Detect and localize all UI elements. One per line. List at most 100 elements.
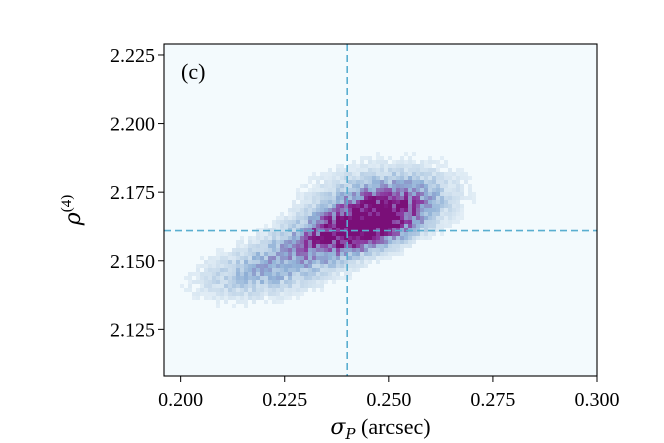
heatmap-cell bbox=[300, 244, 304, 248]
heatmap-cell bbox=[420, 188, 424, 192]
heatmap-cell bbox=[436, 200, 440, 204]
heatmap-cell bbox=[328, 248, 332, 252]
heatmap-cell bbox=[380, 176, 384, 180]
heatmap-cell bbox=[312, 244, 316, 248]
heatmap-cell bbox=[420, 232, 424, 236]
heatmap-cell bbox=[256, 236, 260, 240]
heatmap-cell bbox=[324, 220, 328, 224]
heatmap-cell bbox=[320, 240, 324, 244]
heatmap-cell bbox=[252, 268, 256, 272]
heatmap-cell bbox=[184, 288, 188, 292]
heatmap-cell bbox=[320, 212, 324, 216]
heatmap-cell bbox=[260, 240, 264, 244]
heatmap-cell bbox=[272, 252, 276, 256]
heatmap-cell bbox=[312, 208, 316, 212]
heatmap-cell bbox=[416, 180, 420, 184]
heatmap-cell bbox=[296, 256, 300, 260]
heatmap-cell bbox=[252, 272, 256, 276]
heatmap-cell bbox=[404, 180, 408, 184]
heatmap-cell bbox=[208, 276, 212, 280]
heatmap-cell bbox=[412, 152, 416, 156]
heatmap-cell bbox=[408, 208, 412, 212]
heatmap-cell bbox=[320, 188, 324, 192]
heatmap-cell bbox=[456, 208, 460, 212]
panel-label: (c) bbox=[181, 59, 205, 84]
heatmap-cell bbox=[216, 280, 220, 284]
heatmap-cell bbox=[376, 260, 380, 264]
heatmap-cell bbox=[284, 272, 288, 276]
heatmap-cell bbox=[368, 208, 372, 212]
heatmap-cell bbox=[448, 216, 452, 220]
heatmap-cell bbox=[380, 168, 384, 172]
heatmap-cell bbox=[416, 188, 420, 192]
heatmap-cell bbox=[440, 204, 444, 208]
heatmap-cell bbox=[336, 268, 340, 272]
heatmap-cell bbox=[312, 272, 316, 276]
heatmap-cell bbox=[400, 160, 404, 164]
heatmap-cell bbox=[340, 164, 344, 168]
heatmap-cell bbox=[312, 200, 316, 204]
heatmap-cell bbox=[304, 184, 308, 188]
heatmap-cell bbox=[312, 232, 316, 236]
heatmap-cell bbox=[424, 228, 428, 232]
heatmap-cell bbox=[276, 236, 280, 240]
heatmap-cell bbox=[332, 236, 336, 240]
heatmap-cell bbox=[332, 252, 336, 256]
heatmap-cell bbox=[276, 232, 280, 236]
heatmap-cell bbox=[308, 280, 312, 284]
heatmap-cell bbox=[356, 164, 360, 168]
heatmap-cell bbox=[236, 244, 240, 248]
heatmap-cell bbox=[344, 204, 348, 208]
heatmap-cell bbox=[364, 156, 368, 160]
y-tick-label: 2.225 bbox=[110, 45, 155, 67]
heatmap-cell bbox=[388, 164, 392, 168]
heatmap-cell bbox=[288, 268, 292, 272]
heatmap-cell bbox=[304, 272, 308, 276]
heatmap-cell bbox=[316, 232, 320, 236]
heatmap-cell bbox=[264, 256, 268, 260]
heatmap-cell bbox=[432, 224, 436, 228]
heatmap-cell bbox=[376, 176, 380, 180]
heatmap-cell bbox=[344, 264, 348, 268]
heatmap-cell bbox=[236, 284, 240, 288]
heatmap-cell bbox=[364, 192, 368, 196]
heatmap-cell bbox=[364, 232, 368, 236]
heatmap-cell bbox=[432, 204, 436, 208]
heatmap-cell bbox=[304, 256, 308, 260]
heatmap-cell bbox=[352, 172, 356, 176]
heatmap-cell bbox=[412, 160, 416, 164]
heatmap-cell bbox=[344, 260, 348, 264]
heatmap-cell bbox=[368, 156, 372, 160]
heatmap-cell bbox=[288, 236, 292, 240]
heatmap-cell bbox=[272, 248, 276, 252]
heatmap-cell bbox=[392, 168, 396, 172]
heatmap-cell bbox=[404, 184, 408, 188]
heatmap-cell bbox=[352, 216, 356, 220]
heatmap-cell bbox=[324, 192, 328, 196]
heatmap-cell bbox=[312, 264, 316, 268]
heatmap-cell bbox=[328, 252, 332, 256]
heatmap-cell bbox=[440, 220, 444, 224]
heatmap-cell bbox=[356, 196, 360, 200]
heatmap-cell bbox=[384, 200, 388, 204]
heatmap-cell bbox=[368, 212, 372, 216]
heatmap-cell bbox=[440, 224, 444, 228]
heatmap-cell bbox=[372, 240, 376, 244]
heatmap-cell bbox=[392, 188, 396, 192]
heatmap-cell bbox=[300, 268, 304, 272]
heatmap-cell bbox=[368, 232, 372, 236]
heatmap-cell bbox=[196, 272, 200, 276]
heatmap-cell bbox=[332, 196, 336, 200]
heatmap-cell bbox=[248, 240, 252, 244]
heatmap-cell bbox=[420, 212, 424, 216]
heatmap-cell bbox=[272, 268, 276, 272]
heatmap-cell bbox=[276, 300, 280, 304]
heatmap-cell bbox=[420, 176, 424, 180]
heatmap-cell bbox=[416, 208, 420, 212]
heatmap-cell bbox=[224, 264, 228, 268]
heatmap-cell bbox=[224, 272, 228, 276]
heatmap-cell bbox=[276, 240, 280, 244]
heatmap-cell bbox=[384, 216, 388, 220]
heatmap-cell bbox=[292, 284, 296, 288]
heatmap-cell bbox=[308, 284, 312, 288]
